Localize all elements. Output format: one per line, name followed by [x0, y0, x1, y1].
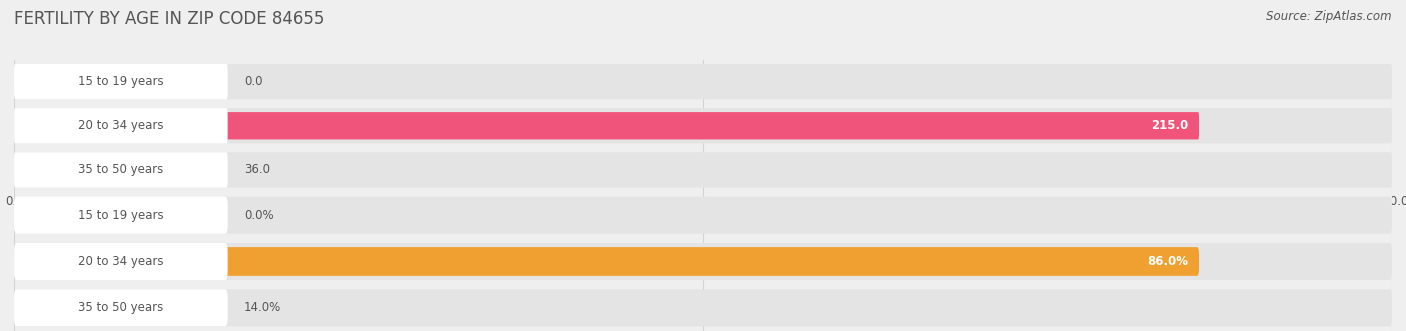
Text: 35 to 50 years: 35 to 50 years — [79, 164, 163, 176]
Text: 15 to 19 years: 15 to 19 years — [79, 75, 163, 88]
FancyBboxPatch shape — [14, 108, 1392, 143]
Text: 20 to 34 years: 20 to 34 years — [79, 119, 163, 132]
FancyBboxPatch shape — [14, 156, 212, 184]
FancyBboxPatch shape — [14, 243, 228, 280]
FancyBboxPatch shape — [14, 64, 1392, 99]
Text: 20 to 34 years: 20 to 34 years — [79, 255, 163, 268]
Text: 0.0%: 0.0% — [245, 209, 274, 222]
FancyBboxPatch shape — [14, 197, 1392, 234]
Text: FERTILITY BY AGE IN ZIP CODE 84655: FERTILITY BY AGE IN ZIP CODE 84655 — [14, 10, 325, 28]
FancyBboxPatch shape — [14, 112, 1199, 139]
Text: 215.0: 215.0 — [1150, 119, 1188, 132]
FancyBboxPatch shape — [14, 289, 1392, 326]
FancyBboxPatch shape — [14, 289, 228, 326]
Text: 0.0: 0.0 — [245, 75, 263, 88]
Text: 86.0%: 86.0% — [1147, 255, 1188, 268]
FancyBboxPatch shape — [14, 152, 228, 188]
FancyBboxPatch shape — [14, 247, 1199, 276]
Text: 14.0%: 14.0% — [245, 301, 281, 314]
FancyBboxPatch shape — [14, 108, 228, 143]
Text: 35 to 50 years: 35 to 50 years — [79, 301, 163, 314]
FancyBboxPatch shape — [14, 152, 1392, 188]
FancyBboxPatch shape — [14, 64, 228, 99]
Text: Source: ZipAtlas.com: Source: ZipAtlas.com — [1267, 10, 1392, 23]
Text: 15 to 19 years: 15 to 19 years — [79, 209, 163, 222]
FancyBboxPatch shape — [14, 197, 228, 234]
Text: 36.0: 36.0 — [245, 164, 270, 176]
FancyBboxPatch shape — [14, 294, 207, 322]
FancyBboxPatch shape — [14, 243, 1392, 280]
